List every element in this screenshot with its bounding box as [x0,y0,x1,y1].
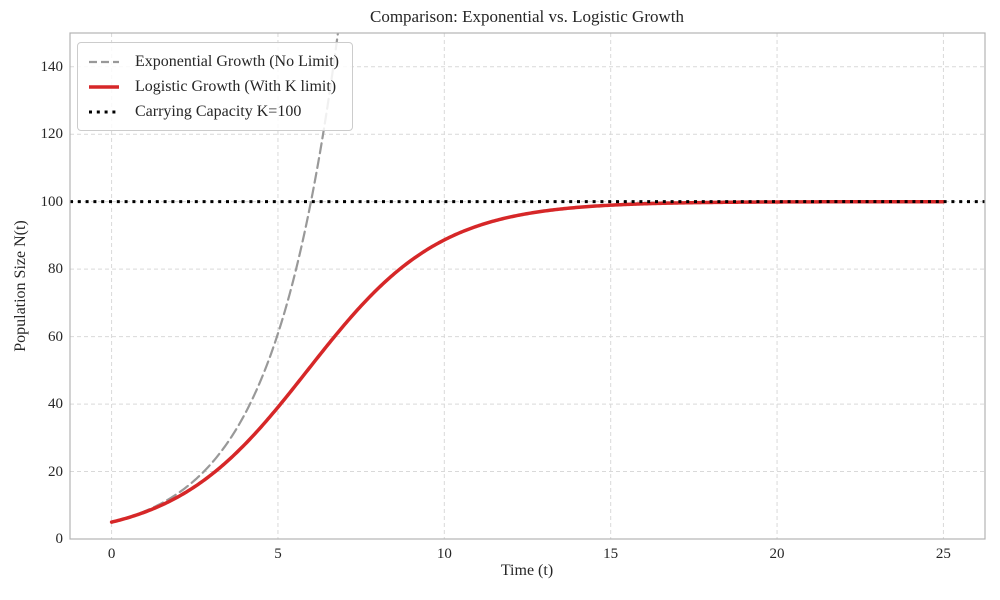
y-tick-label: 40 [48,396,63,413]
legend-dotted-line-icon [89,110,119,113]
y-tick-label: 140 [40,58,64,75]
x-tick-label: 0 [107,546,116,562]
chart-title: Comparison: Exponential vs. Logistic Gro… [370,7,684,26]
legend-solid-line-icon [89,84,119,89]
axes-spines [69,32,986,540]
legend-label: Carrying Capacity K=100 [135,102,302,120]
legend: Exponential Growth (No Limit) Logistic Gr… [77,42,353,131]
legend-item: Logistic Growth (With K limit) [88,74,339,99]
legend-dashed-line-icon [89,60,119,63]
x-tick-label: 15 [603,546,619,562]
y-tick-label: 60 [48,328,63,345]
y-tick-label: 100 [40,193,64,210]
y-tick-label: 0 [55,531,64,547]
logistic-curve [109,199,946,524]
legend-label: Exponential Growth (No Limit) [135,52,339,70]
x-tick-label: 25 [935,546,951,562]
x-tick-label: 10 [436,546,452,562]
legend-item: Exponential Growth (No Limit) [88,49,339,74]
legend-item: Carrying Capacity K=100 [88,99,339,124]
y-tick-label: 80 [48,261,63,278]
x-axis-label: Time (t) [500,562,554,579]
y-tick-label: 20 [48,463,63,480]
legend-label: Logistic Growth (With K limit) [135,77,337,95]
y-tick-label: 120 [40,126,64,143]
x-tick-label: 5 [274,546,282,562]
x-tick-label: 20 [769,546,785,562]
